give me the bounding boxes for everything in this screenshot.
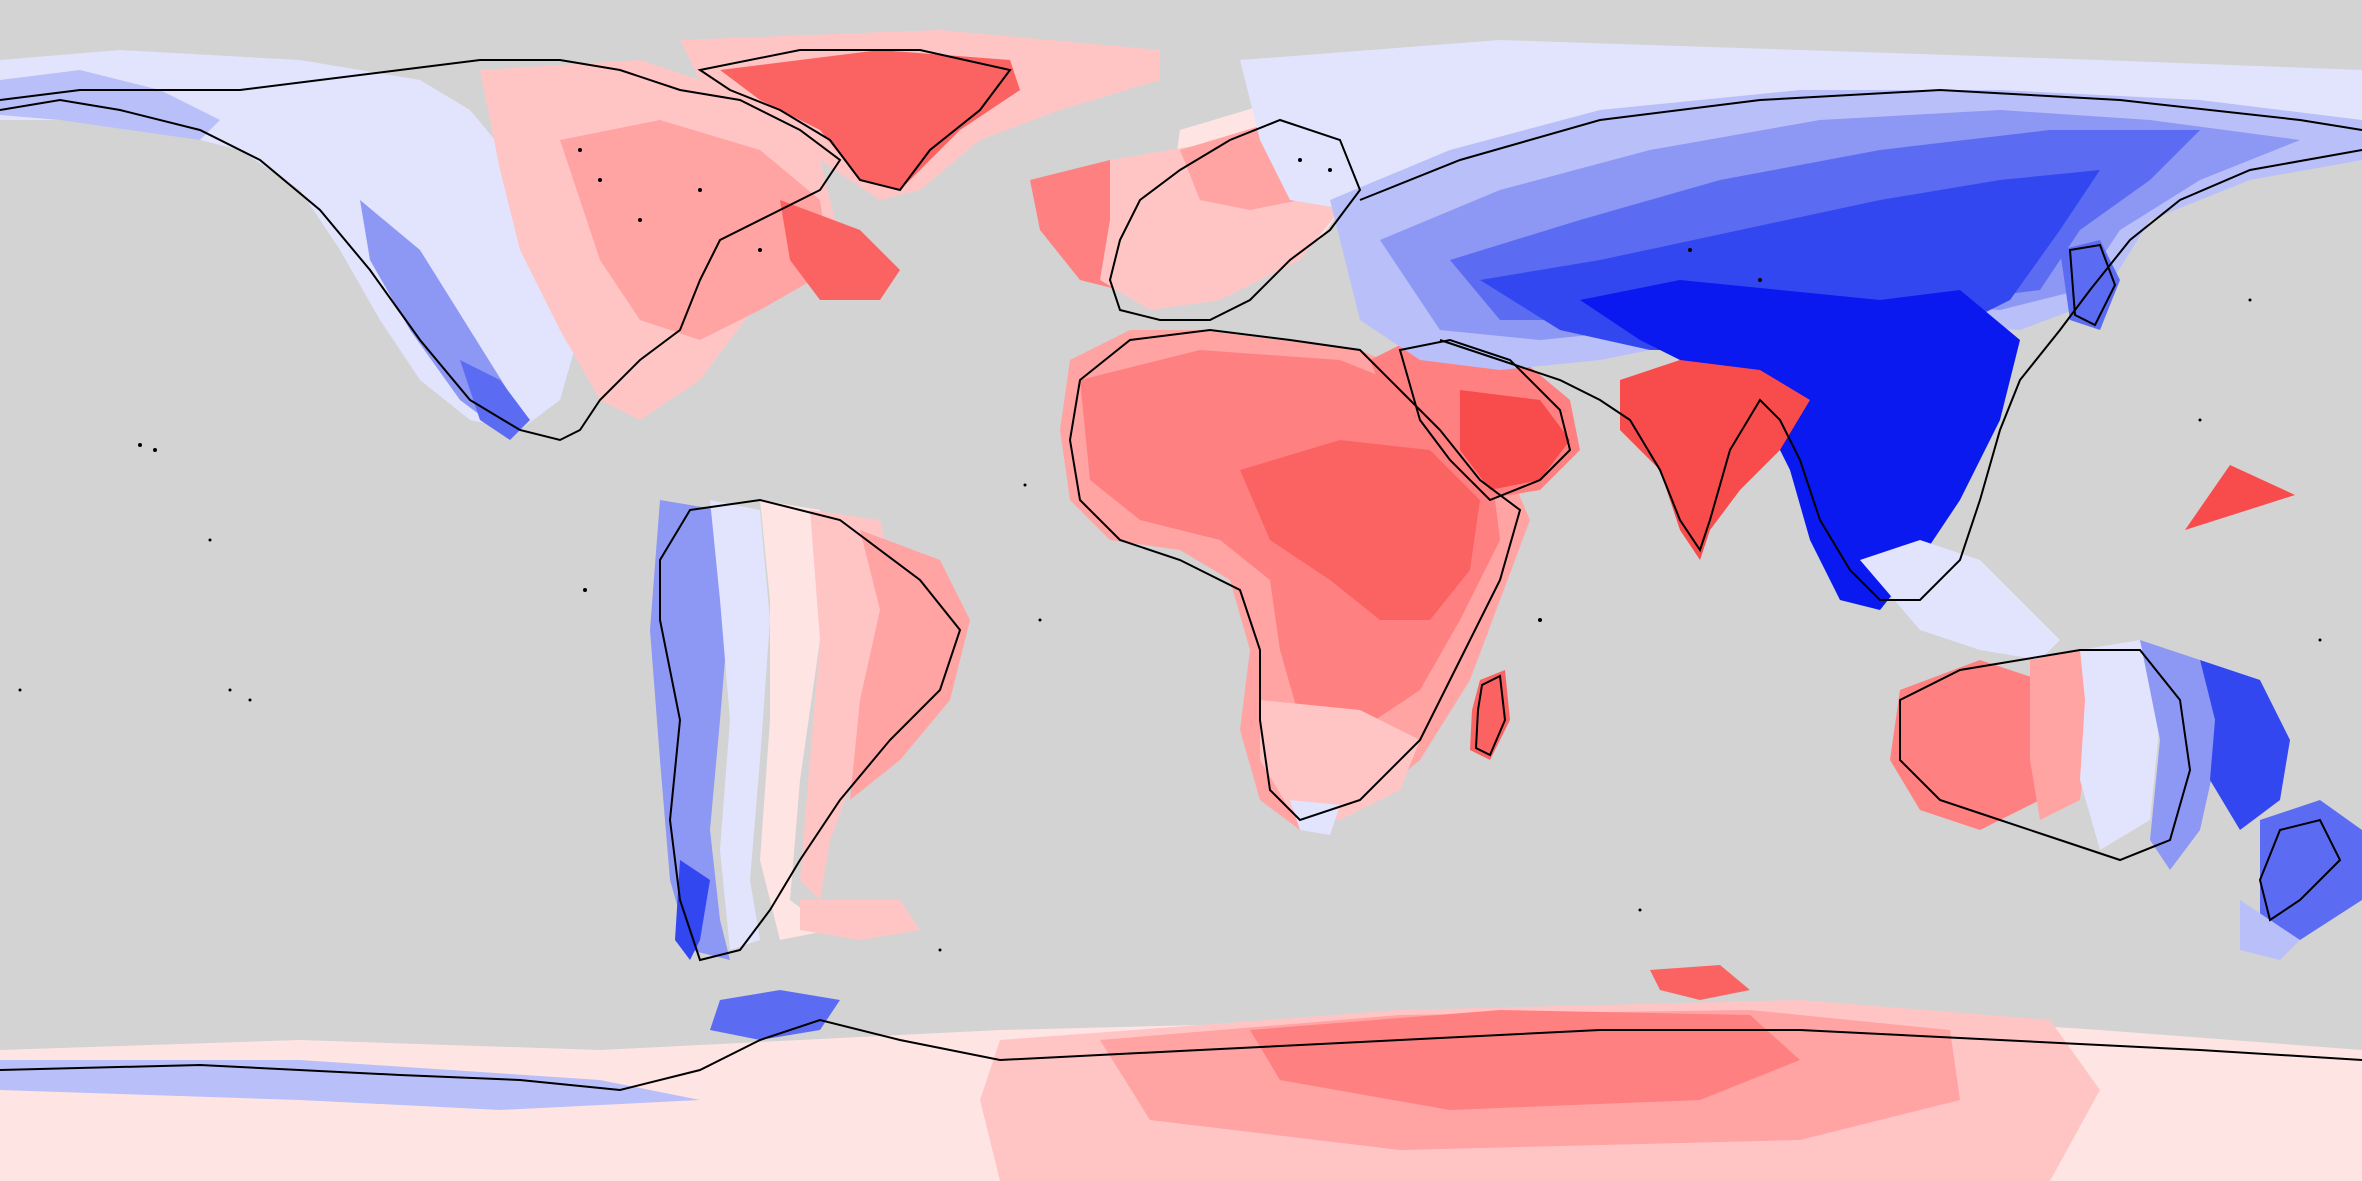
field-south-america-white [710,500,770,950]
field-mexico-blue [460,360,530,440]
field-kerguelen-red [1650,965,1750,1000]
coastline-greenland [697,49,1012,192]
field-southern-africa-light [1260,700,1420,820]
coastline-antarctica [0,1018,2362,1092]
region-south-america [650,500,970,960]
field-brazil-red [850,530,970,800]
field-alaska-blue [0,70,220,140]
field-south-america-red [800,510,900,900]
region-oceania [1890,640,2362,960]
field-indochina-white [1860,540,2060,660]
field-south-america-blue-west [650,500,730,960]
field-australia-red-light [2030,650,2090,820]
coastline-africa [1068,328,1522,822]
coastline-south-america [659,498,962,962]
coastline-arabia [1398,338,1572,502]
field-antarctica-blue-west [0,1060,700,1110]
coastlines [0,49,2362,1092]
field-new-zealand-light [2240,900,2300,960]
field-australia-red [1890,660,2060,830]
field-canada-red [560,120,830,340]
field-tasman-blue [2200,660,2290,830]
region-europe [1030,100,1360,310]
field-labrador-red [780,200,900,300]
field-arabia-dark [1460,390,1570,490]
field-south-america-red-light [760,500,830,940]
coastline-asia [1359,88,2362,601]
coastline-japan [2068,243,2117,327]
field-new-zealand-blue [2260,800,2362,940]
region-africa [1060,330,1580,835]
region-north-america [0,50,900,440]
coastline-australia [1899,649,2192,862]
coastline-madagascar [1474,674,1507,757]
field-australia-white [2080,640,2160,850]
coastline-europe [1108,118,1362,321]
coastline-north-america [0,59,842,442]
field-india-red [1620,360,1810,560]
field-sahel-red [1240,440,1480,620]
field-south-atlantic-red [800,900,920,940]
field-patagonia-blue [675,860,710,960]
region-greenland [680,30,1160,200]
field-antarctica-peninsula-blue [710,990,840,1040]
field-australia-blue [2140,640,2220,870]
field-greenland [720,50,1020,190]
coastline-speckle [18,148,2322,952]
region-asia [1240,40,2362,660]
field-cape-white [1290,800,1340,835]
field-antarctica-east-dark [1250,1010,1800,1110]
coastline-new-zealand [2258,818,2342,922]
field-pacific-red-triangle [2185,465,2295,530]
